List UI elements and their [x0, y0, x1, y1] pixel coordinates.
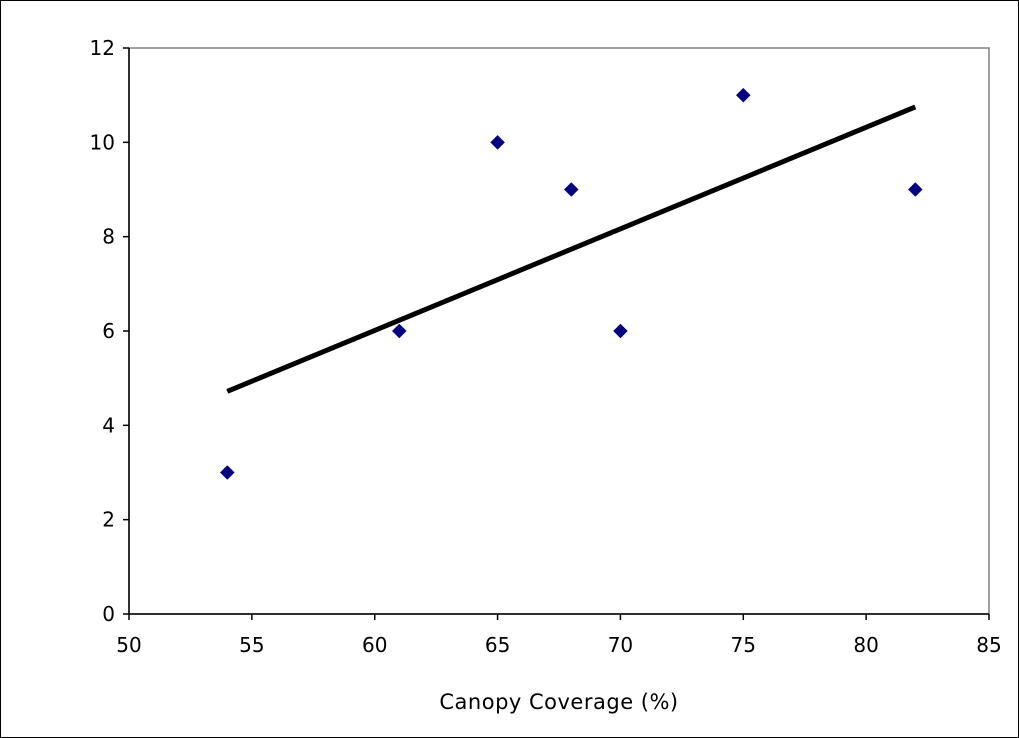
- x-tick-label: 50: [116, 633, 141, 657]
- x-tick-label: 60: [362, 633, 387, 657]
- y-tick-label: 12: [90, 36, 115, 60]
- y-tick-label: 8: [102, 225, 115, 249]
- trendline: [226, 104, 917, 394]
- plot-area: [128, 47, 990, 615]
- y-tick-label: 4: [102, 413, 115, 437]
- data-points: [219, 87, 923, 480]
- x-tick-label: 65: [485, 633, 510, 657]
- y-tick-label: 6: [102, 319, 115, 343]
- data-point: [490, 134, 505, 150]
- data-point: [907, 182, 923, 197]
- x-axis-tick-labels: 50 55 60 65 70 75 80 85: [116, 633, 1001, 657]
- y-axis-tick-labels: 0 2 4 6 8 10 12: [90, 36, 115, 626]
- x-tick-label: 55: [239, 633, 264, 657]
- x-tick-label: 85: [976, 633, 1001, 657]
- y-tick-label: 10: [90, 130, 115, 154]
- x-tick-label: 80: [853, 633, 878, 657]
- x-axis-title: Canopy Coverage (%): [439, 690, 678, 714]
- data-point: [613, 323, 628, 339]
- plot-border: [128, 47, 990, 615]
- data-point: [219, 465, 235, 480]
- y-tick-label: 0: [102, 602, 115, 626]
- x-tick-label: 75: [731, 633, 756, 657]
- axes: [123, 47, 990, 620]
- trendline-group: [226, 104, 917, 394]
- data-point: [391, 323, 407, 339]
- x-tick-label: 70: [608, 633, 633, 657]
- y-tick-label: 2: [102, 508, 115, 532]
- data-point: [563, 182, 579, 197]
- data-point: [735, 87, 751, 103]
